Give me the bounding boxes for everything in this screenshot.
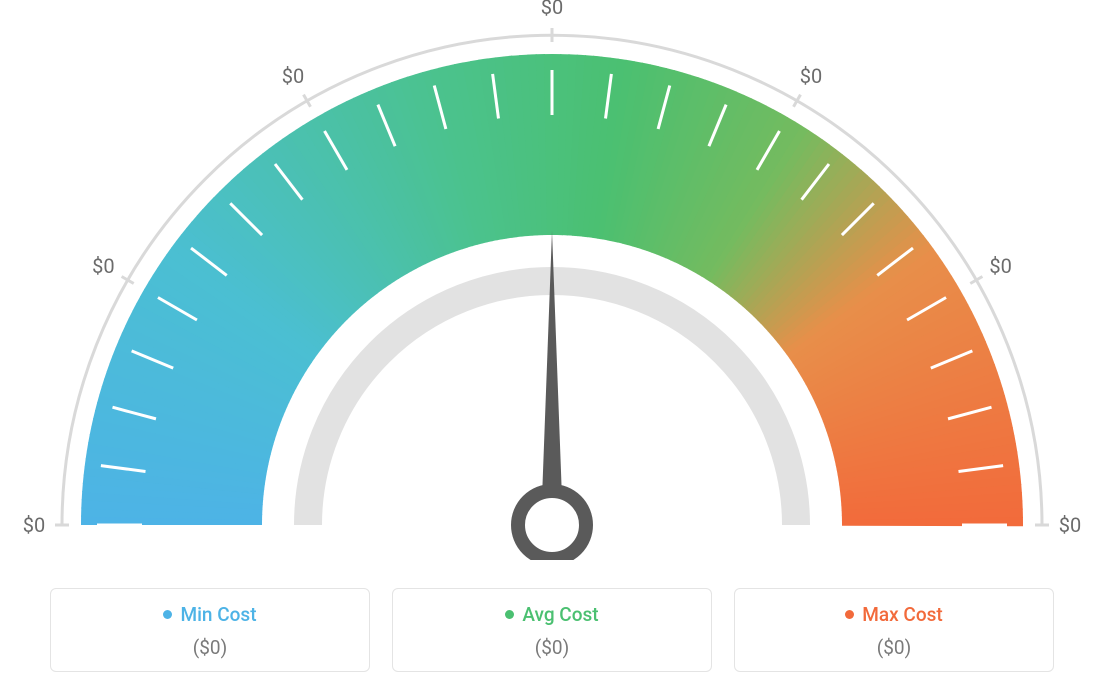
legend-card-max: Max Cost ($0): [734, 588, 1054, 672]
legend-dot-avg: [505, 610, 514, 619]
legend-value-max: ($0): [745, 636, 1043, 659]
gauge-tick-label: $0: [92, 254, 114, 278]
gauge-tick-label: $0: [282, 64, 304, 88]
legend-title-row: Avg Cost: [403, 603, 701, 626]
gauge-tick-label: $0: [1059, 513, 1081, 537]
gauge-tick-label: $0: [800, 64, 822, 88]
legend-dot-max: [845, 610, 854, 619]
gauge-svg: [0, 0, 1104, 560]
legend-title-min: Min Cost: [180, 603, 256, 626]
legend-card-avg: Avg Cost ($0): [392, 588, 712, 672]
gauge-tick-label: $0: [989, 254, 1011, 278]
gauge-tick-label: $0: [23, 513, 45, 537]
legend-dot-min: [163, 610, 172, 619]
legend-card-min: Min Cost ($0): [50, 588, 370, 672]
legend-value-avg: ($0): [403, 636, 701, 659]
cost-gauge-chart: $0 $0 $0 $0 $0 $0 $0: [0, 0, 1104, 560]
legend-title-max: Max Cost: [862, 603, 942, 626]
legend-title-row: Min Cost: [61, 603, 359, 626]
legend-title-row: Max Cost: [745, 603, 1043, 626]
legend-row: Min Cost ($0) Avg Cost ($0) Max Cost ($0…: [50, 588, 1054, 672]
legend-value-min: ($0): [61, 636, 359, 659]
legend-title-avg: Avg Cost: [522, 603, 598, 626]
gauge-tick-label: $0: [541, 0, 563, 19]
